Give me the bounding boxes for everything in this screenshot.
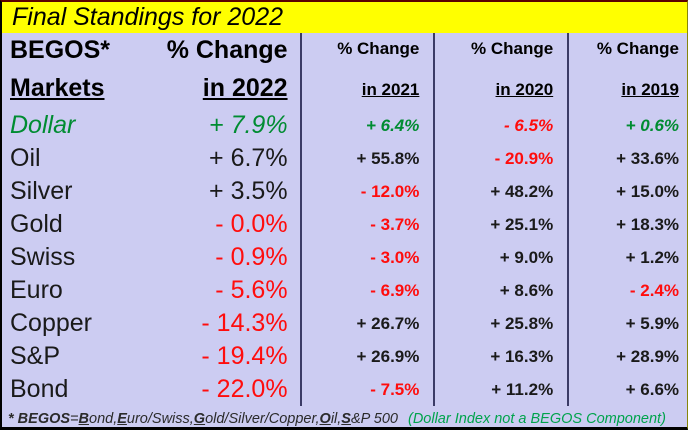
column-change-2021: % Change in 2021 + 6.4% + 55.8% - 12.0% - 3.7… [299, 33, 434, 406]
column-header-labels: BEGOS* Markets [2, 33, 160, 109]
market-label: Gold [10, 210, 63, 238]
value-cell: - 0.0% [215, 210, 288, 238]
market-label: S&P [10, 342, 61, 370]
page-title: Final Standings for 2022 [12, 3, 284, 31]
value-cell: + 9.0% [499, 247, 554, 267]
value-cell: - 14.3% [201, 309, 288, 337]
footnote-term-rest: &P 500 [350, 411, 398, 427]
value-cell: + 1.2% [625, 247, 680, 267]
header-line2: in 2019 [621, 80, 680, 99]
footnote-term-rest: uro/Swiss, [126, 411, 194, 427]
value-cell: + 11.2% [491, 379, 554, 399]
footnote-term-lead: E [117, 411, 127, 427]
market-label: Euro [10, 276, 63, 304]
header-line1: % Change [166, 36, 288, 64]
table-grid: BEGOS* Markets Dollar Oil Silver Gold Swiss Eur… [2, 33, 687, 406]
footnote-term-lead: B [78, 411, 89, 427]
column-header-change-2020: % Change in 2020 [435, 33, 567, 109]
column-change-2022: % Change in 2022 + 7.9% + 6.7% + 3.5% - 0.0% -… [160, 33, 300, 406]
column-labels: BEGOS* Markets Dollar Oil Silver Gold Swiss Eur… [2, 33, 160, 406]
value-cell: + 18.3% [616, 214, 680, 234]
header-line2: in 2021 [361, 80, 420, 99]
value-cell: + 26.9% [356, 346, 420, 366]
footnote-term-rest: old/Silver/Copper, [205, 411, 320, 427]
title-bar: Final Standings for 2022 [2, 2, 687, 33]
header-line1: % Change [471, 39, 554, 58]
footnote-prefix: * BEGOS [8, 411, 71, 427]
header-line1: BEGOS* [10, 36, 111, 64]
market-label: Swiss [10, 243, 76, 271]
column-header-change-2019: % Change in 2019 [569, 33, 687, 109]
value-cell: + 26.7% [356, 313, 420, 333]
value-cell: - 2.4% [629, 280, 680, 300]
value-cell: + 5.9% [625, 313, 680, 333]
column-change-2019: % Change in 2019 + 0.6% + 33.6% + 15.0% + 18.… [567, 33, 687, 406]
footnote-term-lead: G [193, 411, 206, 427]
value-cell: + 8.6% [499, 280, 554, 300]
value-cell: + 55.8% [356, 148, 420, 168]
header-line1: % Change [596, 39, 680, 58]
value-cell: - 3.7% [370, 214, 420, 234]
value-cell: - 6.9% [370, 280, 420, 300]
value-cell: - 0.9% [215, 243, 288, 271]
value-cell: - 3.0% [370, 247, 420, 267]
value-cell: + 6.4% [365, 115, 420, 135]
value-cell: + 6.6% [625, 379, 680, 399]
value-cell: + 33.6% [616, 148, 680, 168]
market-label: Dollar [10, 111, 76, 139]
value-cell: - 5.6% [215, 276, 288, 304]
market-label: Silver [10, 177, 73, 205]
header-line1: % Change [337, 39, 420, 58]
value-cell: + 15.0% [616, 181, 680, 201]
value-cell: + 7.9% [209, 111, 288, 139]
footnote-note: (Dollar Index not a BEGOS Component) [408, 411, 666, 427]
footnote-term-rest: ond, [89, 411, 118, 427]
column-header-change-2021: % Change in 2021 [302, 33, 434, 109]
value-cell: + 25.8% [490, 313, 554, 333]
value-cell: + 28.9% [616, 346, 680, 366]
value-cell: - 7.5% [370, 379, 420, 399]
value-cell: - 19.4% [201, 342, 288, 370]
market-label: Oil [10, 144, 41, 172]
value-cell: - 20.9% [494, 148, 554, 168]
footnote-term-rest: il, [330, 411, 342, 427]
market-label: Bond [10, 375, 69, 403]
value-cell: + 6.7% [209, 144, 288, 172]
footnote-term-lead: O [319, 411, 331, 427]
value-cell: + 48.2% [490, 181, 554, 201]
footnote-equals: = [70, 411, 79, 427]
column-change-2020: % Change in 2020 - 6.5% - 20.9% + 48.2% + 25.… [433, 33, 567, 406]
value-cell: + 3.5% [209, 177, 288, 205]
value-cell: - 12.0% [360, 181, 420, 201]
value-cell: + 25.1% [490, 214, 554, 234]
column-header-change-2022: % Change in 2022 [160, 33, 300, 109]
footnote-term-lead: S [341, 411, 351, 427]
header-line2: Markets [10, 74, 105, 102]
header-line2: in 2020 [495, 80, 554, 99]
market-label: Copper [10, 309, 92, 337]
value-cell: + 0.6% [625, 115, 680, 135]
value-cell: - 6.5% [504, 115, 554, 135]
value-cell: + 16.3% [490, 346, 554, 366]
header-line2: in 2022 [202, 74, 288, 102]
value-cell: - 22.0% [201, 375, 288, 403]
